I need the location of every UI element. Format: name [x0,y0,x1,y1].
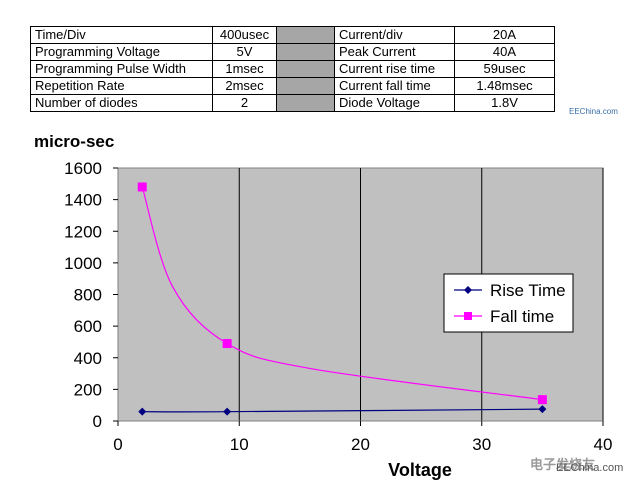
table-row: Programming Voltage 5V Peak Current 40A [30,43,555,61]
y-tick-label: 400 [74,349,102,368]
data-point-fall-time [222,339,232,349]
table-spacer [276,26,335,44]
y-tick-label: 1400 [64,191,102,210]
param-value: 40A [454,43,555,61]
param-label: Programming Voltage [30,43,213,61]
table-row: Repetition Rate 2msec Current fall time 1.4… [30,77,555,95]
series-line-rise-time [142,408,543,413]
data-point-fall-time [537,395,547,405]
watermark-chinese: 电子发烧友 [530,457,596,472]
legend-marker [464,312,472,320]
param-value: 2 [212,94,277,112]
param-label: Peak Current [334,43,455,61]
param-value: 20A [454,26,555,44]
param-value: 1.48msec [454,77,555,95]
param-value: 5V [212,43,277,61]
param-label: Programming Pulse Width [30,60,213,78]
y-tick-label: 600 [74,317,102,336]
x-tick-label: 20 [351,435,370,454]
y-tick-label: 1200 [64,222,102,241]
param-label: Number of diodes [30,94,213,112]
data-point-rise-time [138,407,147,416]
x-tick-label: 0 [113,435,122,454]
y-axis-label: micro-sec [34,132,114,151]
param-value: 2msec [212,77,277,95]
param-label: Current rise time [334,60,455,78]
param-label: Current/div [334,26,455,44]
table-row: Time/Div 400usec Current/div 20A [30,26,555,44]
x-axis-label: Voltage [388,460,452,480]
legend-box [443,273,574,333]
y-tick-label: 1600 [64,159,102,178]
data-point-fall-time [137,182,147,192]
param-value: 59usec [454,60,555,78]
legend-marker [464,286,472,294]
table-spacer [276,60,335,78]
watermark-small: EEChina.com [569,107,618,116]
y-tick-label: 0 [93,412,102,431]
param-label: Time/Div [30,26,213,44]
y-tick-label: 1000 [64,254,102,273]
watermark-big: EEChina.com [556,462,624,474]
table-row: Programming Pulse Width 1msec Current rise… [30,60,555,78]
legend-label: Rise Time [490,281,566,300]
param-label: Current fall time [334,77,455,95]
table-spacer [276,43,335,61]
line-chart: 0 200 400 600 800 1000 1200 1400 1600 0 10 20 30 40 Ri… [34,132,613,480]
param-value: 1msec [212,60,277,78]
y-tick-label: 200 [74,380,102,399]
legend-label: Fall time [490,307,554,326]
parameter-table: Time/Div 400usec Current/div 20A Programming… [30,26,555,112]
param-value: 1.8V [454,94,555,112]
x-tick-label: 40 [594,435,613,454]
x-tick-label: 30 [472,435,491,454]
table-spacer [276,94,335,112]
x-tick-label: 10 [230,435,249,454]
param-label: Repetition Rate [30,77,213,95]
param-value: 400usec [212,26,277,44]
data-point-rise-time [223,407,232,416]
series-line-fall-time [141,186,543,401]
param-label: Diode Voltage [334,94,455,112]
table-spacer [276,77,335,95]
table-row: Number of diodes 2 Diode Voltage 1.8V [30,94,555,112]
y-tick-label: 800 [74,286,102,305]
data-point-rise-time [538,405,547,414]
